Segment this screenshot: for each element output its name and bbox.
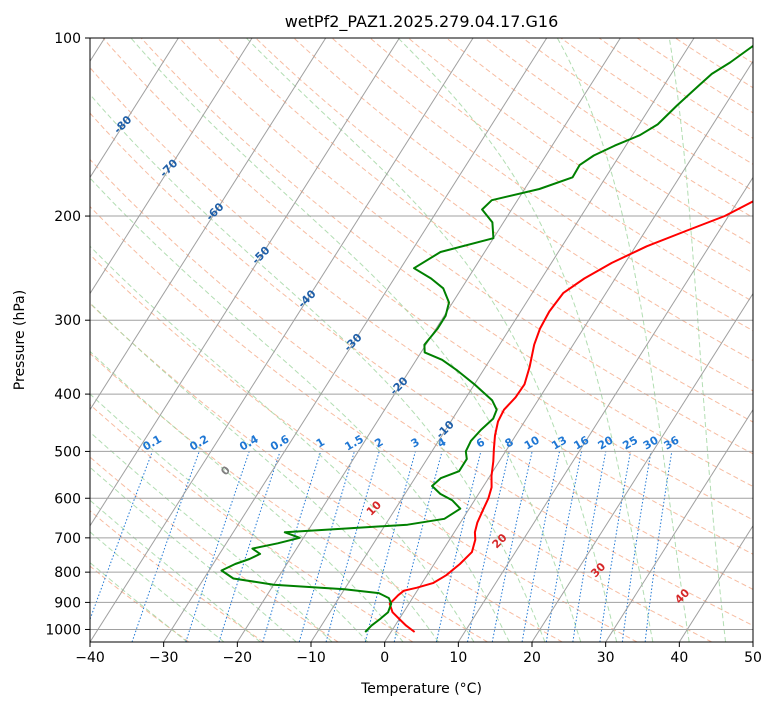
dry-adiabat-line	[90, 158, 753, 627]
isotherm-gridline	[90, 38, 253, 295]
mixing-ratio-line	[218, 451, 281, 642]
dry-adiabat-line	[90, 112, 753, 590]
x-axis-label: Temperature (°C)	[360, 681, 482, 697]
x-tick-label: 20	[523, 650, 541, 666]
y-tick-label: 1000	[45, 622, 81, 638]
moist-adiabat-line	[397, 38, 654, 642]
x-tick-label: 10	[449, 650, 467, 666]
plot-background	[90, 38, 753, 642]
background-lines	[90, 38, 753, 642]
axes: −40 −30 −20 −10 0 10 20 30 40 50 100 200 300 400 500 60…	[45, 31, 762, 666]
moist-adiabat-line	[90, 531, 225, 642]
isotherm-gridline	[605, 408, 753, 642]
moist-adiabat-line	[90, 93, 546, 642]
isotherm-gridline	[384, 60, 753, 642]
y-tick-label: 800	[54, 565, 81, 581]
moist-adiabat-line	[90, 561, 188, 642]
dry-adiabat-line	[90, 510, 264, 642]
y-tick-label: 200	[54, 209, 81, 225]
dry-adiabat-line	[178, 38, 753, 455]
plot-frame	[89, 37, 754, 643]
isotherm-gridline	[90, 38, 179, 179]
mixing-ratio-line	[298, 451, 355, 642]
dry-adiabat-line	[90, 253, 638, 642]
mixing-ratio-line	[325, 451, 380, 642]
chart-title: wetPf2_PAZ1.2025.279.04.17.G16	[285, 12, 559, 32]
moist-adiabat-line	[90, 177, 510, 642]
y-tick-label: 600	[54, 491, 81, 507]
moist-adiabat-line	[556, 38, 690, 642]
y-tick-label: 900	[54, 595, 81, 611]
dry-adiabat-line	[255, 38, 753, 392]
y-axis-label: Pressure (hPa)	[12, 290, 28, 390]
dry-adiabat-line	[90, 456, 339, 642]
moist-adiabat-line	[90, 499, 261, 642]
mixing-ratio-line	[467, 451, 510, 642]
data-series	[220, 44, 753, 633]
mixing-ratio-line	[131, 451, 200, 642]
mixing-ratio-line	[185, 451, 250, 642]
x-tick-label: −20	[223, 650, 253, 666]
mixing-ratio-line	[393, 451, 443, 642]
x-tick-label: 50	[744, 650, 762, 666]
x-tick-label: −10	[296, 650, 326, 666]
dry-adiabat-line	[217, 38, 753, 423]
y-tick-label: 300	[54, 313, 81, 329]
x-tick-label: −30	[149, 650, 179, 666]
moist-adiabat-line	[130, 38, 582, 642]
dry-adiabat-line	[369, 38, 753, 303]
moist-adiabat-line	[668, 38, 727, 642]
dry-adiabat-line	[293, 38, 753, 362]
y-tick-label: 500	[54, 444, 81, 460]
dry-adiabat-line	[90, 66, 753, 555]
temperature-profile-line	[388, 200, 753, 633]
moist-adiabat-line	[90, 466, 297, 642]
moist-adiabat-line	[90, 431, 333, 642]
isotherm-gridline	[90, 38, 400, 527]
isotherm-gridline	[457, 176, 753, 642]
x-tick-label: 30	[597, 650, 615, 666]
moist-adiabat-line	[90, 393, 369, 642]
moist-adiabat-line	[90, 245, 475, 642]
mixing-ratio-line	[364, 451, 416, 642]
moist-adiabat-line	[90, 302, 439, 642]
y-tick-label: 400	[54, 387, 81, 403]
dry-adiabat-line	[484, 38, 753, 219]
mixing-ratio-line	[435, 451, 482, 642]
y-tick-label: 100	[54, 31, 81, 47]
isotherm-gridline	[90, 38, 474, 642]
isotherm-gridline	[90, 38, 327, 411]
y-tick-label: 700	[54, 531, 81, 547]
x-tick-label: 40	[670, 650, 688, 666]
isotherm-gridline	[163, 38, 548, 642]
dry-adiabat-line	[407, 38, 753, 274]
x-tick-label: −40	[75, 650, 105, 666]
isotherm-gridline	[678, 524, 753, 642]
isotherm-gridline	[531, 292, 753, 642]
dewpoint-profile-line	[220, 44, 753, 633]
mixing-ratio-line	[262, 451, 322, 642]
x-tick-label: 0	[380, 650, 389, 666]
dry-adiabat-line	[90, 205, 712, 642]
